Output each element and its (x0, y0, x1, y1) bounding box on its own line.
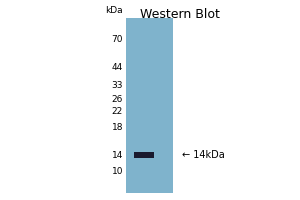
Text: Western Blot: Western Blot (140, 8, 220, 21)
Bar (134, 152, 154, 158)
Text: 44: 44 (112, 64, 123, 72)
Text: 18: 18 (112, 122, 123, 132)
Text: 14: 14 (112, 150, 123, 160)
Text: ← 14kDa: ← 14kDa (182, 150, 224, 160)
Text: 70: 70 (112, 36, 123, 45)
Text: 33: 33 (112, 81, 123, 90)
Text: 26: 26 (112, 95, 123, 104)
Bar (126, 18, 172, 193)
Text: 22: 22 (112, 108, 123, 116)
Text: 10: 10 (112, 168, 123, 176)
Text: kDa: kDa (105, 6, 123, 15)
